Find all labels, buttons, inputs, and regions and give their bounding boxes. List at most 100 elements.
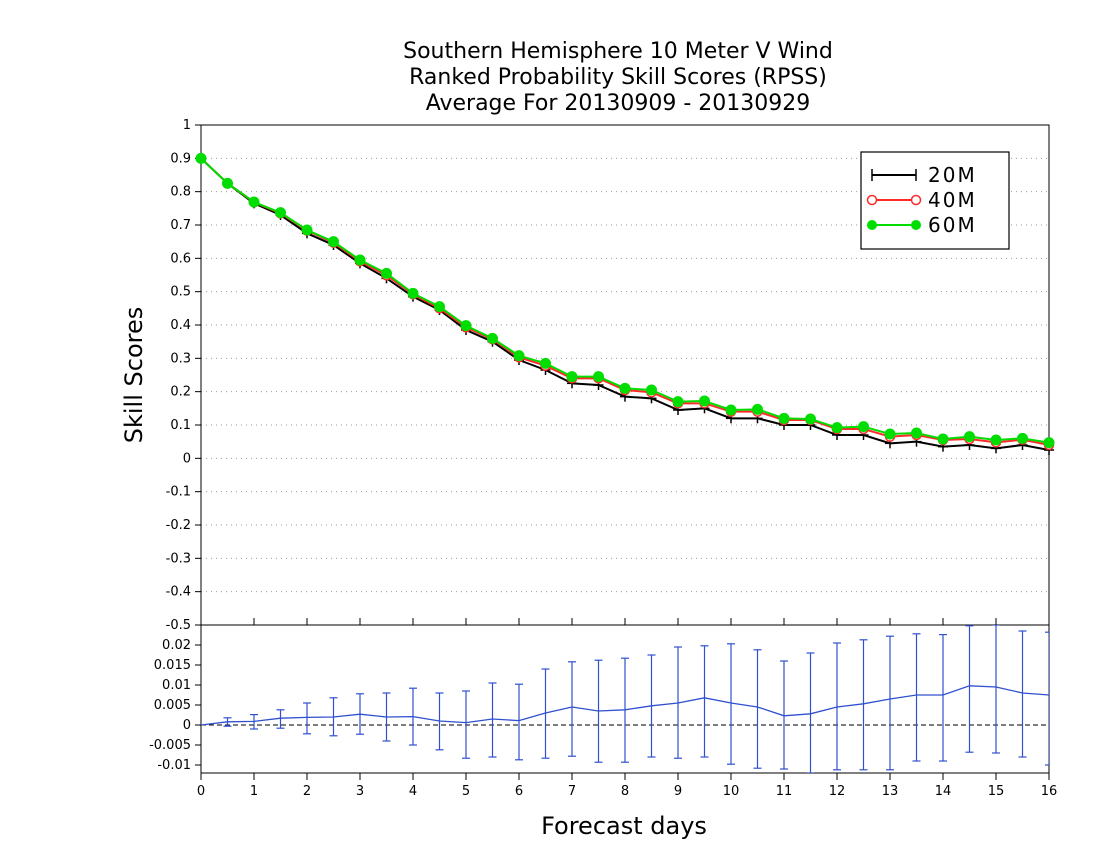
x-tick-label: 4 (409, 784, 417, 799)
point-60M (275, 207, 286, 219)
point-60M (884, 428, 896, 440)
error-bar (276, 709, 285, 729)
x-tick-label: 1 (250, 784, 258, 799)
y-tick-label-lower: 0.01 (162, 678, 191, 693)
point-60M (1043, 437, 1055, 449)
x-tick-label: 9 (674, 784, 682, 799)
x-axis-label: Forecast days (541, 812, 707, 840)
error-bar (886, 635, 894, 771)
legend-item-60M: 60M (867, 213, 977, 237)
legend-marker (910, 194, 922, 206)
legend-marker (867, 220, 877, 230)
point-60M (248, 196, 260, 208)
x-tick-label: 10 (723, 784, 740, 799)
point-60M (434, 301, 445, 313)
point-60M (566, 371, 578, 383)
y-tick-label-upper: 0.1 (170, 418, 191, 433)
x-tick-label: 15 (988, 784, 1005, 799)
point-60M (937, 433, 949, 445)
point-60M (805, 413, 816, 425)
point-60M (858, 421, 869, 433)
legend-label-20M: 20M (928, 163, 977, 187)
x-tick-label: 6 (515, 784, 523, 799)
point-60M (328, 236, 339, 248)
title-line-3: Average For 20130909 - 20130929 (426, 91, 811, 116)
point-60M (513, 350, 525, 362)
y-tick-label-upper: 1 (183, 118, 191, 133)
point-60M (407, 287, 419, 299)
y-tick-label-lower: 0.02 (162, 638, 191, 653)
y-tick-label-lower: -0.005 (149, 738, 191, 753)
y-tick-label-upper: 0.6 (170, 251, 191, 266)
x-tick-label: 0 (197, 784, 205, 799)
y-tick-label-upper: -0.5 (166, 618, 191, 633)
x-tick-label: 12 (829, 784, 846, 799)
x-tick-label: 2 (303, 784, 311, 799)
point-60M (195, 152, 207, 164)
legend-item-40M: 40M (866, 188, 977, 212)
y-tick-label-upper: 0 (183, 451, 191, 466)
y-tick-label-upper: -0.4 (166, 585, 191, 600)
legend-label-60M: 60M (928, 213, 977, 237)
error-bar (912, 633, 921, 762)
point-60M (593, 371, 604, 383)
error-bar (568, 661, 576, 757)
point-60M (699, 395, 710, 407)
y-tick-label-lower: 0 (183, 718, 191, 733)
point-60M (752, 403, 763, 415)
x-tick-label: 5 (462, 784, 470, 799)
point-60M (964, 431, 975, 443)
y-tick-label-upper: 0.8 (170, 185, 191, 200)
error-bar (1045, 631, 1049, 766)
y-tick-label-upper: 0.4 (170, 318, 191, 333)
x-tick-label: 16 (1041, 784, 1058, 799)
lower-panel-marks (201, 625, 1049, 773)
point-60M (540, 357, 551, 369)
error-bar (462, 690, 470, 759)
y-tick-label-lower: -0.01 (157, 758, 191, 773)
y-tick-label-upper: 0.3 (170, 351, 191, 366)
error-bar (859, 639, 868, 771)
y-tick-label-upper: 0.5 (170, 285, 191, 300)
error-bar (700, 645, 709, 758)
y-tick-label-upper: -0.2 (166, 518, 191, 533)
error-bar (780, 660, 788, 770)
point-60M (1017, 432, 1028, 444)
y-tick-label-lower: 0.005 (154, 698, 191, 713)
title-line-2: Ranked Probability Skill Scores (RPSS) (409, 65, 827, 90)
point-60M (831, 422, 843, 434)
point-60M (460, 320, 472, 332)
chart-title: Southern Hemisphere 10 Meter V Wind Rank… (403, 39, 833, 116)
error-bar (806, 652, 815, 773)
error-bar (727, 643, 735, 765)
legend-marker (866, 194, 878, 206)
point-60M (990, 434, 1002, 446)
point-60M (381, 267, 392, 279)
error-bar (488, 682, 497, 758)
y-axis-label: Skill Scores (120, 307, 148, 444)
x-tick-label: 3 (356, 784, 364, 799)
x-tick-label: 13 (882, 784, 899, 799)
x-tick-label: 14 (935, 784, 952, 799)
legend-marker (911, 220, 921, 230)
y-tick-label-upper: -0.3 (166, 551, 191, 566)
x-tick-label: 11 (776, 784, 793, 799)
error-bar (965, 625, 974, 753)
point-60M (646, 384, 657, 396)
legend-label-40M: 40M (928, 188, 977, 212)
error-bar (939, 633, 947, 762)
legend-item-20M: 20M (871, 163, 977, 187)
point-60M (911, 427, 922, 439)
x-tick-label: 7 (568, 784, 576, 799)
error-bar (515, 683, 523, 761)
point-60M (725, 404, 737, 416)
error-bar (753, 649, 762, 769)
point-60M (487, 332, 498, 344)
y-tick-label-upper: -0.1 (166, 485, 191, 500)
point-60M (619, 382, 631, 394)
error-bar (303, 702, 311, 735)
x-tick-label: 8 (621, 784, 629, 799)
point-60M (301, 224, 313, 236)
